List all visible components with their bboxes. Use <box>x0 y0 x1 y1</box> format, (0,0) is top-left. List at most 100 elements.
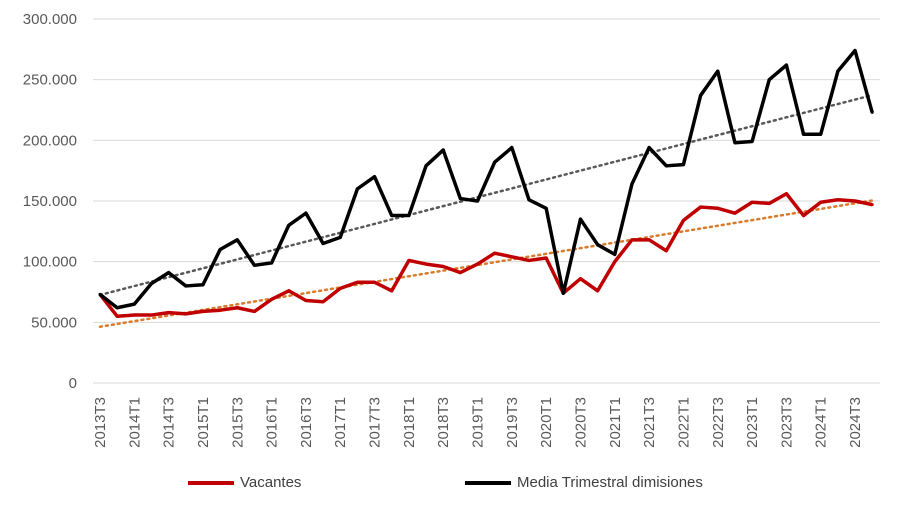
data-point <box>510 255 514 259</box>
data-point <box>784 63 788 67</box>
data-point <box>870 110 874 114</box>
data-point <box>870 203 874 207</box>
data-point <box>287 223 291 227</box>
data-point <box>733 141 737 145</box>
x-tick-label: 2023T3 <box>778 397 795 448</box>
data-point <box>149 282 153 286</box>
data-point <box>441 265 445 269</box>
data-point <box>561 291 565 295</box>
legend-label: Media Trimestral dimisiones <box>517 474 703 491</box>
data-point <box>613 260 617 264</box>
x-tick-label: 2022T1 <box>675 397 692 448</box>
data-point <box>699 205 703 209</box>
data-point <box>699 93 703 97</box>
data-point <box>784 192 788 196</box>
y-tick-label: 0 <box>69 375 77 392</box>
data-point <box>630 238 634 242</box>
legend-swatch-vacantes <box>188 480 234 485</box>
data-point <box>767 78 771 82</box>
data-point <box>338 286 342 290</box>
y-tick-label: 100.000 <box>23 254 77 271</box>
data-point <box>201 309 205 313</box>
data-point <box>544 256 548 260</box>
data-point <box>270 261 274 265</box>
data-point <box>184 284 188 288</box>
data-point <box>218 248 222 252</box>
x-tick-label: 2017T1 <box>332 397 349 448</box>
data-point <box>664 249 668 253</box>
data-point <box>802 132 806 136</box>
x-tick-label: 2018T1 <box>401 397 418 448</box>
x-tick-label: 2014T3 <box>161 397 178 448</box>
data-point <box>647 238 651 242</box>
series-line-vacantes <box>98 191 873 319</box>
x-tick-label: 2016T3 <box>298 397 315 448</box>
data-point <box>167 311 171 315</box>
data-point <box>338 235 342 239</box>
x-tick-label: 2019T3 <box>504 397 521 448</box>
data-point <box>578 277 582 281</box>
series-lines <box>98 48 874 319</box>
data-point <box>115 306 119 310</box>
data-point <box>853 49 857 53</box>
x-tick-label: 2021T3 <box>641 397 658 448</box>
data-point <box>476 262 480 266</box>
y-tick-label: 200.000 <box>23 132 77 149</box>
series-line-dimisiones <box>98 48 874 310</box>
data-point <box>373 280 377 284</box>
data-point <box>681 163 685 167</box>
data-point <box>115 314 119 318</box>
y-tick-label: 50.000 <box>31 314 77 331</box>
data-point <box>235 238 239 242</box>
data-point <box>493 160 497 164</box>
data-point <box>304 211 308 215</box>
x-tick-label: 2013T3 <box>92 397 109 448</box>
data-point <box>218 308 222 312</box>
data-point <box>493 251 497 255</box>
data-point <box>355 280 359 284</box>
data-point <box>390 214 394 218</box>
x-tick-label: 2021T1 <box>607 397 624 448</box>
x-tick-label: 2015T1 <box>195 397 212 448</box>
data-point <box>132 313 136 317</box>
data-point <box>184 312 188 316</box>
x-tick-label: 2015T3 <box>229 397 246 448</box>
data-point <box>750 200 754 204</box>
data-point <box>613 252 617 256</box>
data-point <box>98 292 102 296</box>
legend: Vacantes Media Trimestral dimisiones <box>0 474 901 498</box>
data-point <box>252 309 256 313</box>
data-point <box>373 175 377 179</box>
data-point <box>235 306 239 310</box>
data-point <box>716 69 720 73</box>
legend-swatch-dimisiones <box>465 480 511 485</box>
data-point <box>527 258 531 262</box>
y-tick-label: 250.000 <box>23 72 77 89</box>
data-point <box>819 200 823 204</box>
data-point <box>767 201 771 205</box>
x-tick-label: 2023T1 <box>744 397 761 448</box>
data-point <box>596 289 600 293</box>
x-tick-label: 2024T3 <box>847 397 864 448</box>
y-axis-tick-labels: 0 50.000 100.000 150.000 200.000 250.000 300.0… <box>23 11 77 392</box>
x-tick-label: 2017T3 <box>367 397 384 448</box>
x-axis-tick-labels: 2013T3 2014T1 2014T3 2015T1 2015T3 2016T1 2016… <box>92 397 864 448</box>
x-tick-label: 2020T3 <box>572 397 589 448</box>
data-point <box>321 300 325 304</box>
data-point <box>733 211 737 215</box>
data-point <box>424 262 428 266</box>
data-point <box>750 140 754 144</box>
legend-item-dimisiones[interactable]: Media Trimestral dimisiones <box>465 474 703 491</box>
legend-item-vacantes[interactable]: Vacantes <box>188 474 301 491</box>
data-point <box>201 283 205 287</box>
legend-label: Vacantes <box>240 474 302 491</box>
gridlines <box>93 18 880 384</box>
trendline-1 <box>98 93 874 297</box>
data-point <box>716 206 720 210</box>
data-point <box>596 243 600 247</box>
x-tick-label: 2024T1 <box>813 397 830 448</box>
data-point <box>853 199 857 203</box>
data-point <box>681 218 685 222</box>
data-point <box>252 263 256 267</box>
data-point <box>510 146 514 150</box>
